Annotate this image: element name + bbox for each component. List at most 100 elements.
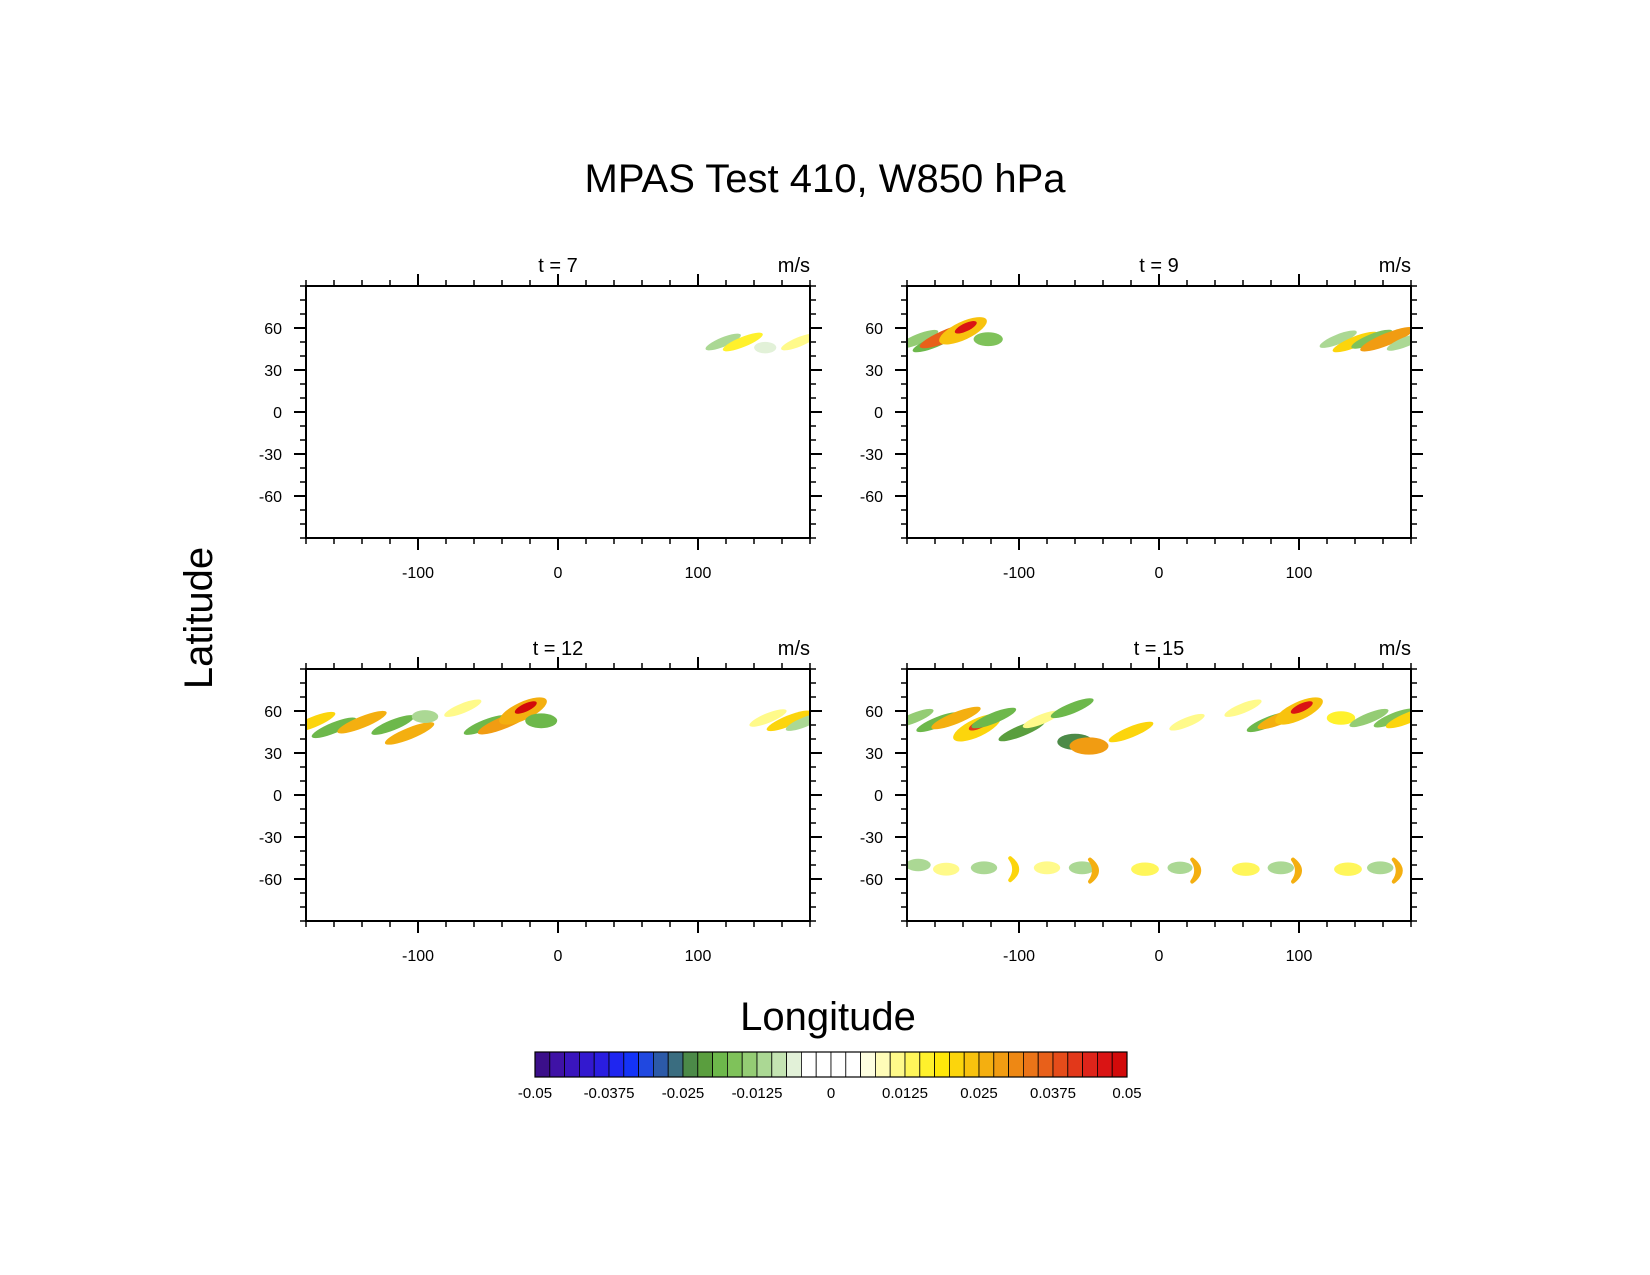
colorbar-tick-label: 0.05 [1112, 1085, 1141, 1102]
colorbar-swatch [608, 1051, 625, 1078]
field-feature [1131, 862, 1159, 876]
colorbar-swatch [1111, 1051, 1128, 1078]
colorbar-swatch [741, 1051, 758, 1078]
colorbar-swatch [963, 1051, 980, 1078]
colorbar-swatch [875, 1051, 891, 1078]
field-feature [785, 713, 810, 731]
field-features [306, 697, 810, 745]
y-tick-label: 0 [273, 788, 282, 805]
colorbar-swatch [904, 1051, 921, 1078]
colorbar-swatch [1037, 1051, 1054, 1078]
field-feature [1319, 330, 1357, 348]
y-tick-label: 30 [264, 363, 282, 380]
colorbar-swatch [889, 1051, 906, 1078]
field-feature [1231, 862, 1260, 876]
colorbar-swatch [564, 1051, 580, 1078]
panel-title: t = 15 [1134, 638, 1185, 660]
colorbar-swatch [860, 1051, 876, 1078]
field-feature [337, 710, 387, 734]
field-feature [970, 861, 998, 875]
panel-4: -100 0 100 60 30 0 -30 -60 t = 15 m/s [860, 638, 1423, 965]
field-feature [444, 699, 482, 717]
colorbar-swatch [534, 1051, 551, 1078]
field-feature [933, 862, 960, 876]
colorbar-swatch [667, 1051, 684, 1078]
field-feature [1069, 737, 1109, 755]
colorbar-swatch [934, 1051, 950, 1078]
field-feature [1267, 861, 1295, 875]
colorbar-swatch [801, 1051, 817, 1078]
field-feature [1373, 708, 1411, 728]
field-feature [1391, 857, 1403, 884]
y-tick-label: -30 [860, 447, 883, 464]
colorbar-swatch [682, 1051, 699, 1078]
x-tick-label: -100 [1003, 948, 1035, 965]
field-feature [311, 717, 357, 739]
panel-3: -100 0 100 60 30 0 -30 -60 t = 12 m/s [259, 638, 822, 965]
plot-area [907, 286, 1411, 538]
colorbar-swatch [1023, 1051, 1039, 1078]
colorbar-swatch [919, 1051, 935, 1078]
colorbar-swatch [756, 1051, 773, 1078]
field-feature [931, 706, 981, 730]
y-tick-label: 60 [264, 321, 282, 338]
colorbar-swatch [845, 1051, 861, 1078]
field-feature [973, 332, 1003, 347]
field-feature [411, 710, 439, 724]
field-feature [781, 333, 810, 351]
colorbar-swatch [638, 1051, 654, 1078]
x-axis-label: Longitude [740, 995, 916, 1039]
field-feature [971, 707, 1017, 729]
field-feature [1291, 857, 1302, 884]
field-feature [1169, 713, 1205, 731]
panel-units: m/s [1379, 255, 1411, 277]
colorbar-swatch [978, 1051, 995, 1078]
colorbar-tick-label: -0.0125 [732, 1085, 783, 1102]
y-tick-label: 60 [865, 321, 883, 338]
x-tick-label: 100 [685, 565, 712, 582]
y-tick-label: 0 [273, 405, 282, 422]
colorbar: -0.05 -0.0375 -0.025 -0.0125 0 0.0125 0.025 0.0… [518, 1051, 1142, 1102]
colorbar-swatch [771, 1051, 787, 1078]
x-tick-label: 100 [685, 948, 712, 965]
field-feature [525, 713, 558, 729]
field-feature [1367, 861, 1394, 875]
colorbar-swatch [786, 1051, 802, 1078]
x-tick-label: -100 [1003, 565, 1035, 582]
y-tick-label: 60 [865, 704, 883, 721]
field-features [705, 332, 810, 354]
field-feature [1190, 857, 1202, 884]
field-feature [1008, 856, 1020, 883]
field-feature [1108, 721, 1154, 743]
field-feature [499, 697, 547, 725]
panel-units: m/s [778, 255, 810, 277]
field-features [907, 317, 1411, 353]
colorbar-swatch [579, 1051, 595, 1078]
ticks [294, 274, 822, 550]
field-feature [907, 329, 939, 349]
ticks [294, 657, 822, 933]
field-feature [1334, 862, 1362, 876]
y-tick-label: 30 [865, 363, 883, 380]
y-tick-label: -60 [860, 872, 883, 889]
y-tick-label: 0 [874, 405, 883, 422]
field-feature [1224, 699, 1262, 717]
x-tick-label: 0 [554, 948, 563, 965]
plot-area [306, 286, 810, 538]
field-feature [1167, 861, 1193, 874]
field-feature [754, 341, 777, 354]
field-feature [1275, 697, 1323, 725]
plot-area [306, 669, 810, 921]
y-tick-label: 30 [264, 746, 282, 763]
colorbar-tick-label: 0.0125 [882, 1085, 928, 1102]
ticks [895, 657, 1423, 933]
colorbar-swatch [623, 1051, 639, 1078]
field-feature [1033, 861, 1061, 875]
field-feature [939, 317, 987, 345]
field-feature [306, 711, 336, 733]
field-feature [1349, 708, 1389, 728]
y-tick-label: -30 [259, 447, 282, 464]
field-feature [907, 858, 931, 872]
x-tick-label: -100 [402, 565, 434, 582]
